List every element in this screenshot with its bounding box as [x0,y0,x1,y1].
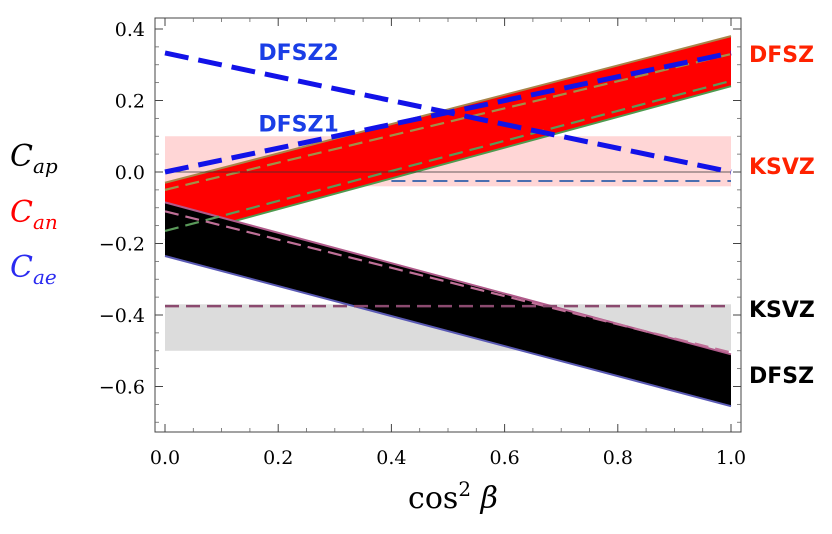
y-tick-label-2: 0.0 [115,162,145,184]
x-tick-label-0: 0.0 [150,447,180,469]
annotation-dfsz1-1: DFSZ1 [258,113,338,138]
y-label-ae: Cae [10,250,57,289]
x-label-base: cos [408,481,458,516]
y-tick-label-4: −0.4 [99,305,145,327]
annotation-dfsz2-0: DFSZ2 [258,41,338,66]
y-label-sub: ap [33,154,58,178]
y-tick-label-5: −0.6 [99,377,145,399]
ticks-layer: 0.0 0.2 0.4 0.6 0.8 1.0 0.4 0.2 0.0 −0.2 −0.4 −0.6 [99,18,746,469]
region-0-lower-edge [164,85,732,241]
x-tick-label-3: 0.6 [489,447,519,469]
x-tick-label-5: 1.0 [716,447,746,469]
annotations-layer: DFSZ2 DFSZ1 DFSZ KSVZ KSVZ DFSZ [258,41,814,389]
region-0-upper-edge [164,35,732,184]
x-tick-label-4: 0.8 [603,447,633,469]
y-label-main: C [10,195,33,230]
y-label-ap: Cap [10,139,58,178]
y-label-main: C [10,250,33,285]
y-label-sub: an [33,210,58,234]
annotation-ksvz-3: KSVZ [749,155,815,180]
annotation-ksvz-4: KSVZ [749,298,815,323]
series-line-0 [164,52,732,191]
annotation-dfsz-2: DFSZ [749,43,814,68]
x-label-power: 2 [458,477,471,501]
annotation-dfsz-5: DFSZ [749,364,814,389]
series-line-7 [164,50,732,175]
series-line-1 [164,79,732,233]
region-1 [165,202,731,407]
x-axis-label: cos2 β [408,477,498,516]
y-tick-label-1: 0.2 [115,91,145,113]
y-tick-label-0: 0.4 [115,19,145,41]
x-tick-label-1: 0.2 [263,447,293,469]
series-line-2 [164,210,732,354]
regions-layer [164,35,732,408]
y-tick-label-3: −0.2 [99,234,145,256]
series-layer [164,50,732,354]
region-1-lower-edge [164,255,732,408]
x-tick-label-2: 0.4 [376,447,406,469]
y-label-main: C [10,139,33,174]
y-label-sub: ae [33,265,57,289]
region-0 [165,36,731,240]
x-label-symbol: β [471,481,498,516]
y-label-an: Can [10,195,58,234]
